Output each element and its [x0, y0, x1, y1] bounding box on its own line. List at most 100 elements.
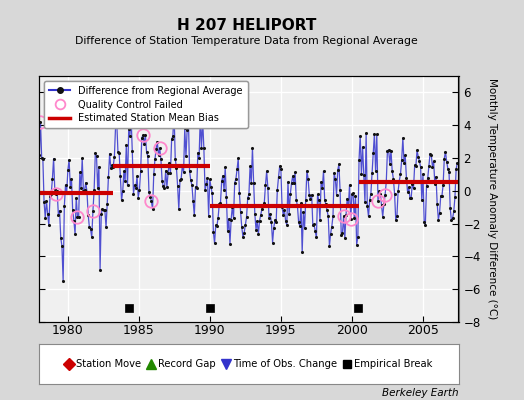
Point [209, 228, 217, 235]
Point [378, 214, 387, 220]
Point [453, 160, 462, 166]
Point [102, 224, 110, 230]
Point [318, 184, 326, 191]
Point [377, 202, 386, 208]
Point [344, 203, 353, 209]
Point [52, 191, 60, 197]
Point [249, 180, 258, 186]
Point [192, 185, 201, 191]
Point [387, 147, 395, 154]
Point [450, 208, 458, 215]
Point [166, 170, 174, 176]
Point [86, 226, 95, 232]
Point [445, 169, 453, 175]
Point [287, 180, 296, 186]
Y-axis label: Monthly Temperature Anomaly Difference (°C): Monthly Temperature Anomaly Difference (… [487, 78, 497, 320]
Point [321, 197, 329, 203]
Point [267, 219, 276, 226]
Point [143, 149, 151, 156]
Point [69, 207, 77, 213]
Point [194, 150, 202, 156]
Point [312, 234, 321, 241]
Point [162, 184, 171, 190]
Point [355, 157, 363, 163]
Point [77, 185, 85, 191]
Point [136, 168, 145, 174]
Point [177, 175, 185, 182]
Point [83, 188, 91, 195]
Point [39, 156, 47, 162]
Point [395, 177, 403, 184]
Point [392, 213, 401, 219]
Point [170, 108, 178, 114]
Point [329, 213, 337, 219]
Point [356, 133, 364, 139]
Text: 1980: 1980 [52, 324, 84, 336]
Point [153, 139, 161, 145]
Point [144, 153, 152, 159]
Point [125, 126, 133, 133]
Point [171, 156, 179, 162]
Point [181, 125, 189, 131]
Point [401, 152, 409, 158]
Point [62, 189, 71, 195]
Point [156, 145, 164, 152]
Point [250, 210, 259, 217]
Point [208, 190, 216, 197]
Point [234, 155, 243, 162]
Point [300, 225, 309, 231]
Point [226, 240, 234, 247]
Point [35, 152, 43, 158]
Point [423, 175, 432, 182]
Point [317, 179, 325, 185]
Point [176, 177, 184, 183]
Point [79, 188, 88, 194]
Point [235, 190, 244, 196]
Point [268, 239, 277, 246]
Point [441, 148, 450, 155]
Point [99, 206, 107, 212]
Point [135, 187, 144, 193]
Point [427, 152, 435, 158]
Point [219, 173, 227, 179]
Point [342, 212, 350, 218]
Point [245, 191, 253, 198]
Point [292, 197, 300, 203]
Point [161, 168, 170, 174]
Point [257, 212, 265, 218]
Point [409, 185, 418, 192]
Point [190, 212, 199, 218]
Point [272, 219, 280, 225]
Point [183, 126, 191, 133]
Point [53, 188, 61, 194]
Point [216, 200, 225, 206]
Text: 1990: 1990 [194, 324, 226, 336]
Point [246, 163, 254, 170]
Point [432, 173, 440, 180]
Point [451, 194, 459, 200]
Point [383, 148, 391, 154]
Point [419, 171, 427, 178]
Point [386, 161, 394, 167]
Point [446, 205, 454, 212]
Point [179, 169, 188, 175]
Point [90, 187, 99, 193]
Point [61, 182, 70, 188]
Point [271, 217, 279, 223]
Point [374, 197, 382, 204]
Point [123, 182, 132, 188]
Point [299, 209, 308, 216]
Point [146, 194, 155, 200]
Point [122, 142, 130, 148]
Point [279, 212, 288, 218]
Point [362, 130, 370, 137]
Text: 1995: 1995 [265, 324, 297, 336]
Point [408, 181, 417, 187]
Point [447, 217, 455, 224]
Point [221, 164, 230, 171]
Point [422, 183, 431, 189]
Point [40, 199, 48, 205]
Text: 1985: 1985 [123, 324, 155, 336]
Point [227, 216, 235, 223]
Point [405, 184, 413, 190]
